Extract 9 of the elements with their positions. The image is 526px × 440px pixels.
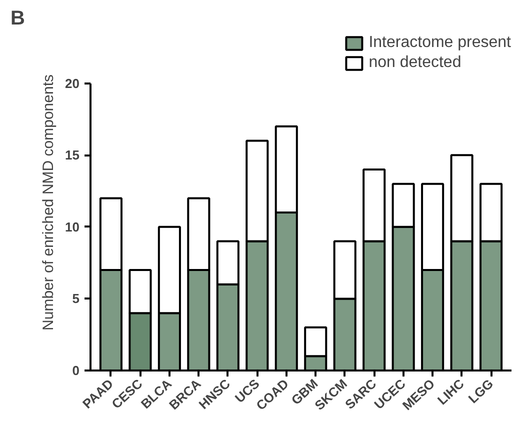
- legend-label: non detected: [368, 54, 462, 72]
- y-tick-label: 15: [65, 148, 80, 163]
- y-tick-label: 0: [72, 363, 80, 378]
- legend-label: Interactome present: [368, 34, 511, 52]
- y-axis-title: Number of enriched NMD components: [40, 74, 58, 330]
- y-tick-label: 5: [72, 291, 80, 306]
- y-tick-label: 20: [65, 76, 80, 91]
- text: B: [10, 8, 25, 30]
- y-tick-label: 10: [65, 219, 80, 234]
